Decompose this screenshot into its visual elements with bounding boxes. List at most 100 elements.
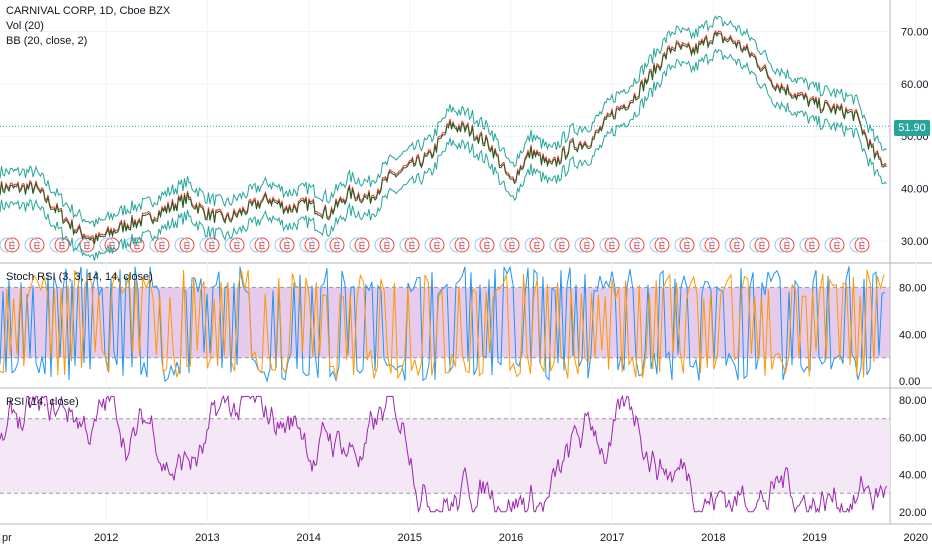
earnings-marker[interactable]: E xyxy=(649,237,670,253)
svg-text:E: E xyxy=(659,241,666,252)
earnings-marker[interactable]: E xyxy=(724,237,745,253)
earnings-marker[interactable]: E xyxy=(824,237,845,253)
stoch-tick-label: 40.00 xyxy=(899,329,927,341)
stoch-k-line xyxy=(0,265,886,383)
svg-text:E: E xyxy=(234,241,241,252)
price-tick-label: 70.00 xyxy=(901,26,929,38)
x-tick-label: 2020 xyxy=(904,532,928,544)
earnings-marker[interactable]: E xyxy=(699,237,720,253)
earnings-marker[interactable]: E xyxy=(199,237,220,253)
x-tick-label: 2015 xyxy=(398,532,422,544)
x-tick-label: 2012 xyxy=(94,532,118,544)
earnings-marker[interactable]: E xyxy=(224,237,245,253)
stoch-tick-label: 0.00 xyxy=(899,376,920,388)
svg-text:E: E xyxy=(609,241,616,252)
earnings-marker[interactable]: E xyxy=(549,237,570,253)
earnings-marker[interactable]: E xyxy=(524,237,545,253)
earnings-marker[interactable]: E xyxy=(449,237,470,253)
series-layer xyxy=(0,15,890,514)
earnings-marker[interactable]: E xyxy=(374,237,395,253)
earnings-marker[interactable]: E xyxy=(74,237,95,253)
earnings-marker[interactable]: E xyxy=(774,237,795,253)
svg-text:E: E xyxy=(559,241,566,252)
earnings-marker[interactable]: E xyxy=(0,237,20,253)
price-tick-label: 30.00 xyxy=(901,236,929,248)
svg-text:E: E xyxy=(334,241,341,252)
svg-text:E: E xyxy=(159,241,166,252)
earnings-marker[interactable]: E xyxy=(299,237,320,253)
rsi-legend-title: RSI (14, close) xyxy=(6,396,79,408)
earnings-marker[interactable]: E xyxy=(849,237,870,253)
svg-text:E: E xyxy=(784,241,791,252)
earnings-marker[interactable]: E xyxy=(674,237,695,253)
earnings-marker[interactable]: E xyxy=(174,237,195,253)
earnings-marker[interactable]: E xyxy=(349,237,370,253)
earnings-marker[interactable]: E xyxy=(249,237,270,253)
earnings-marker[interactable]: E xyxy=(24,237,45,253)
svg-text:E: E xyxy=(534,241,541,252)
rsi-tick-label: 40.00 xyxy=(899,470,927,482)
price-legend-title: CARNIVAL CORP, 1D, Cboe BZX xyxy=(6,5,171,17)
x-tick-label: 2013 xyxy=(195,532,219,544)
svg-text:E: E xyxy=(284,241,291,252)
svg-text:E: E xyxy=(9,241,16,252)
earnings-marker[interactable]: E xyxy=(799,237,820,253)
svg-text:E: E xyxy=(484,241,491,252)
svg-text:E: E xyxy=(584,241,591,252)
price-line xyxy=(0,31,887,245)
last-price-badge: 51.90 xyxy=(894,120,930,136)
price-legend: CARNIVAL CORP, 1D, Cboe BZX Vol (20) BB … xyxy=(6,4,170,49)
x-tick-label: 2019 xyxy=(802,532,826,544)
svg-text:E: E xyxy=(309,241,316,252)
svg-text:E: E xyxy=(84,241,91,252)
bollinger-basis-line xyxy=(0,29,887,242)
x-tick-label: 2016 xyxy=(499,532,523,544)
svg-text:E: E xyxy=(459,241,466,252)
stoch-rsi-legend: Stoch RSI (3, 3, 14, 14, close) xyxy=(6,270,153,285)
earnings-marker[interactable]: E xyxy=(474,237,495,253)
svg-text:E: E xyxy=(684,241,691,252)
svg-text:E: E xyxy=(59,241,66,252)
earnings-marker[interactable]: E xyxy=(399,237,420,253)
earnings-marker[interactable]: E xyxy=(274,237,295,253)
svg-text:E: E xyxy=(34,241,41,252)
stoch-rsi-legend-title: Stoch RSI (3, 3, 14, 14, close) xyxy=(6,271,153,283)
svg-text:E: E xyxy=(184,241,191,252)
price-tick-label: 40.00 xyxy=(901,184,929,196)
svg-text:E: E xyxy=(434,241,441,252)
svg-text:E: E xyxy=(259,241,266,252)
svg-text:E: E xyxy=(109,241,116,252)
svg-text:E: E xyxy=(409,241,416,252)
svg-text:E: E xyxy=(759,241,766,252)
svg-text:E: E xyxy=(359,241,366,252)
price-tick-label: 60.00 xyxy=(901,79,929,91)
rsi-tick-label: 20.00 xyxy=(899,507,927,519)
svg-text:E: E xyxy=(859,241,866,252)
svg-text:E: E xyxy=(209,241,216,252)
earnings-marker[interactable]: E xyxy=(624,237,645,253)
svg-text:E: E xyxy=(634,241,641,252)
stoch-tick-label: 80.00 xyxy=(899,282,927,294)
svg-text:E: E xyxy=(834,241,841,252)
rsi-band-fill xyxy=(0,418,890,494)
rsi-line xyxy=(0,394,887,514)
svg-text:E: E xyxy=(709,241,716,252)
rsi-tick-label: 60.00 xyxy=(899,432,927,444)
rsi-legend: RSI (14, close) xyxy=(6,395,79,410)
earnings-marker[interactable]: E xyxy=(324,237,345,253)
earnings-marker[interactable]: E xyxy=(49,237,70,253)
earnings-marker[interactable]: E xyxy=(499,237,520,253)
svg-text:E: E xyxy=(509,241,516,252)
volume-legend: Vol (20) xyxy=(6,20,44,32)
earnings-marker[interactable]: E xyxy=(424,237,445,253)
svg-text:E: E xyxy=(134,241,141,252)
x-tick-label: pr xyxy=(2,532,12,544)
bollinger-lower-line xyxy=(0,48,887,261)
earnings-marker[interactable]: E xyxy=(574,237,595,253)
bollinger-legend: BB (20, close, 2) xyxy=(6,35,88,47)
earnings-marker[interactable]: E xyxy=(749,237,770,253)
svg-text:E: E xyxy=(809,241,816,252)
earnings-marker[interactable]: E xyxy=(599,237,620,253)
